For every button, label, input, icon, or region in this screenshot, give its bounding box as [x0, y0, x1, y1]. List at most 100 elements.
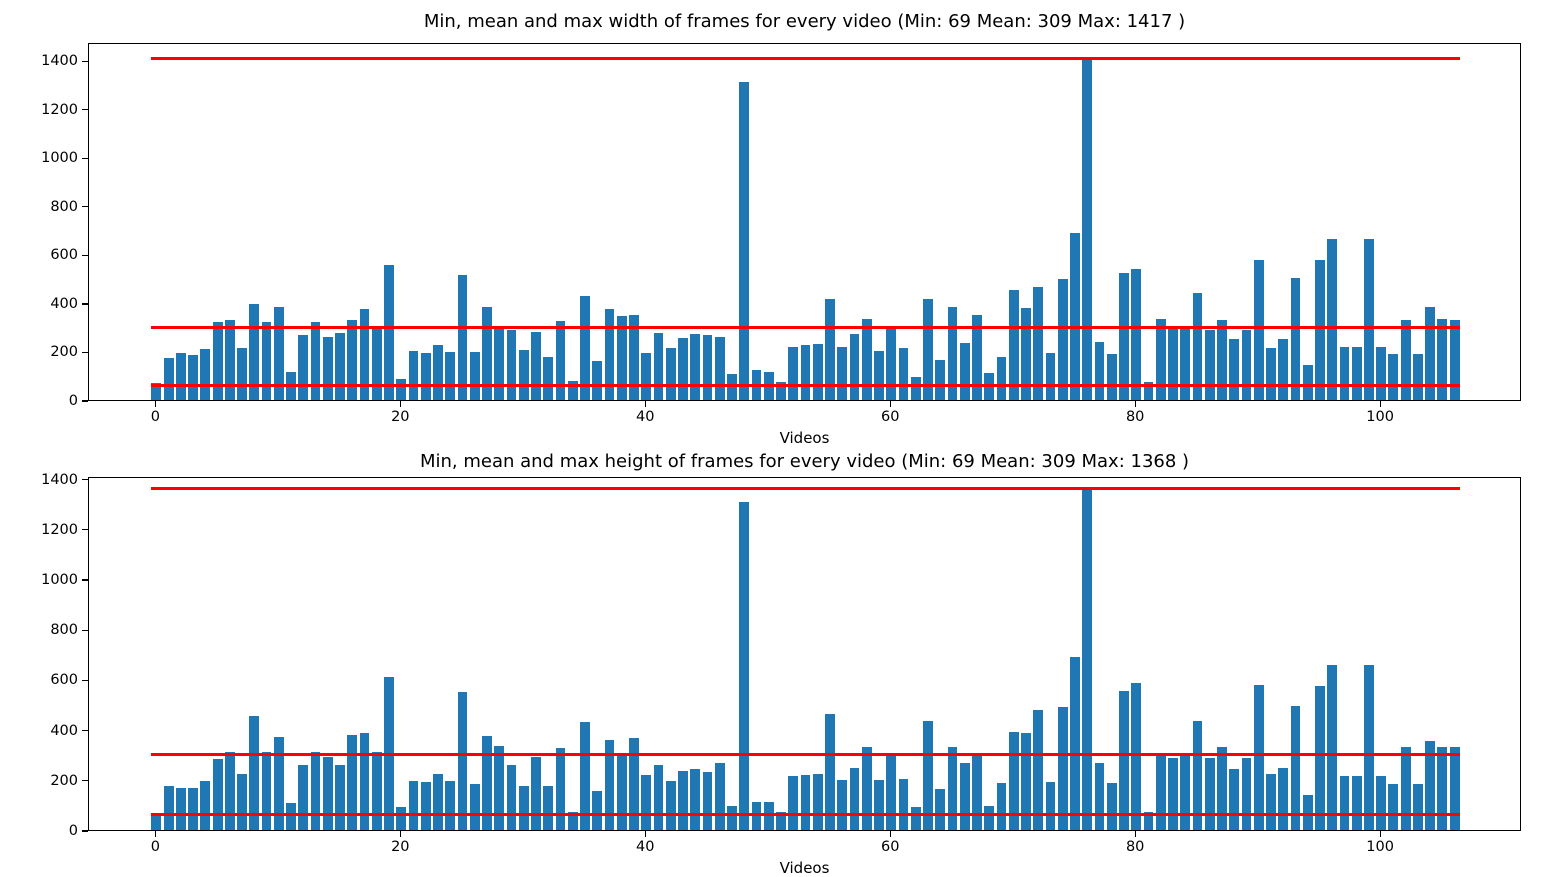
x-tick: [889, 401, 891, 407]
mean-line: [151, 325, 1460, 329]
x-tick-label: 60: [881, 409, 900, 425]
bar: [1168, 328, 1178, 400]
x-tick: [1134, 401, 1136, 407]
plot-area-height: [88, 477, 1521, 831]
bar: [1339, 347, 1350, 400]
bar: [1437, 318, 1448, 400]
bar: [788, 776, 799, 830]
x-tick: [889, 831, 891, 837]
bar: [1351, 776, 1362, 830]
bar: [935, 788, 946, 830]
bar: [371, 752, 382, 830]
bar: [1266, 774, 1276, 830]
bar: [874, 780, 884, 830]
bar: [273, 307, 284, 400]
bar: [188, 354, 198, 400]
bar: [200, 349, 211, 400]
bar: [286, 803, 296, 830]
y-tick-label: 0: [68, 823, 78, 839]
bar: [1253, 684, 1264, 830]
bar: [1315, 685, 1325, 830]
x-tick: [644, 831, 646, 837]
bar: [1168, 758, 1178, 830]
y-tick: [82, 478, 88, 481]
bar: [359, 308, 370, 400]
y-tick: [82, 109, 88, 111]
bar: [678, 770, 688, 830]
bar: [739, 82, 750, 400]
y-tick-label: 200: [50, 344, 78, 361]
bar: [1192, 720, 1203, 830]
bar: [151, 812, 162, 830]
bar: [310, 321, 321, 400]
bar: [457, 274, 468, 400]
bar: [825, 713, 835, 830]
bar: [1315, 259, 1325, 400]
y-tick: [82, 400, 88, 402]
y-tick: [82, 303, 88, 305]
bar: [641, 352, 652, 400]
bar: [825, 299, 835, 400]
bar: [1070, 657, 1080, 830]
bar: [1302, 365, 1313, 400]
bar: [396, 807, 407, 830]
bar: [947, 747, 958, 830]
bar: [1106, 782, 1117, 830]
y-tick: [82, 830, 88, 832]
bar: [886, 755, 897, 830]
x-tick-label: 100: [1366, 839, 1394, 855]
y-tick: [82, 629, 88, 631]
bar: [1388, 783, 1399, 830]
bar: [1131, 683, 1142, 830]
mean-line: [151, 752, 1460, 756]
x-tick-label: 0: [150, 839, 160, 855]
x-tick: [399, 831, 401, 837]
bar: [420, 782, 431, 830]
y-tick-label: 1000: [41, 571, 78, 588]
bar: [1327, 664, 1338, 830]
bar: [1400, 747, 1411, 830]
bar: [469, 351, 480, 400]
bar: [1425, 740, 1436, 830]
bar: [947, 306, 958, 400]
bar: [1094, 762, 1105, 830]
y-tick: [82, 157, 88, 159]
bar: [910, 807, 921, 830]
y-tick: [82, 529, 88, 531]
bar: [1143, 381, 1154, 400]
y-tick: [82, 780, 88, 782]
bar: [800, 774, 811, 830]
y-tick-label: 1200: [41, 101, 78, 118]
bar: [175, 353, 186, 400]
bar: [1082, 486, 1093, 830]
bar: [408, 351, 419, 400]
x-tick: [154, 401, 156, 407]
bar: [494, 745, 505, 830]
bar: [702, 335, 713, 400]
bar: [359, 733, 370, 830]
bar: [237, 347, 247, 400]
bar: [1143, 811, 1154, 830]
x-tick-label: 80: [1125, 409, 1145, 425]
y-tick-label: 400: [50, 722, 78, 739]
bar: [457, 691, 468, 830]
bar: [1192, 293, 1203, 400]
bar: [910, 376, 921, 400]
bar: [1253, 259, 1264, 400]
bar: [972, 753, 982, 830]
bar: [1070, 232, 1080, 400]
y-tick-label: 600: [50, 672, 78, 689]
bar: [1094, 341, 1105, 400]
bar: [212, 321, 223, 400]
y-tick: [82, 351, 88, 354]
bar: [482, 306, 492, 400]
chart-title-height: Min, mean and max height of frames for e…: [419, 451, 1190, 472]
bar: [408, 780, 419, 830]
bar: [482, 735, 492, 830]
bar: [702, 772, 713, 830]
bar: [690, 333, 701, 400]
bar: [653, 764, 664, 830]
bar: [727, 374, 737, 400]
bar: [163, 785, 174, 830]
